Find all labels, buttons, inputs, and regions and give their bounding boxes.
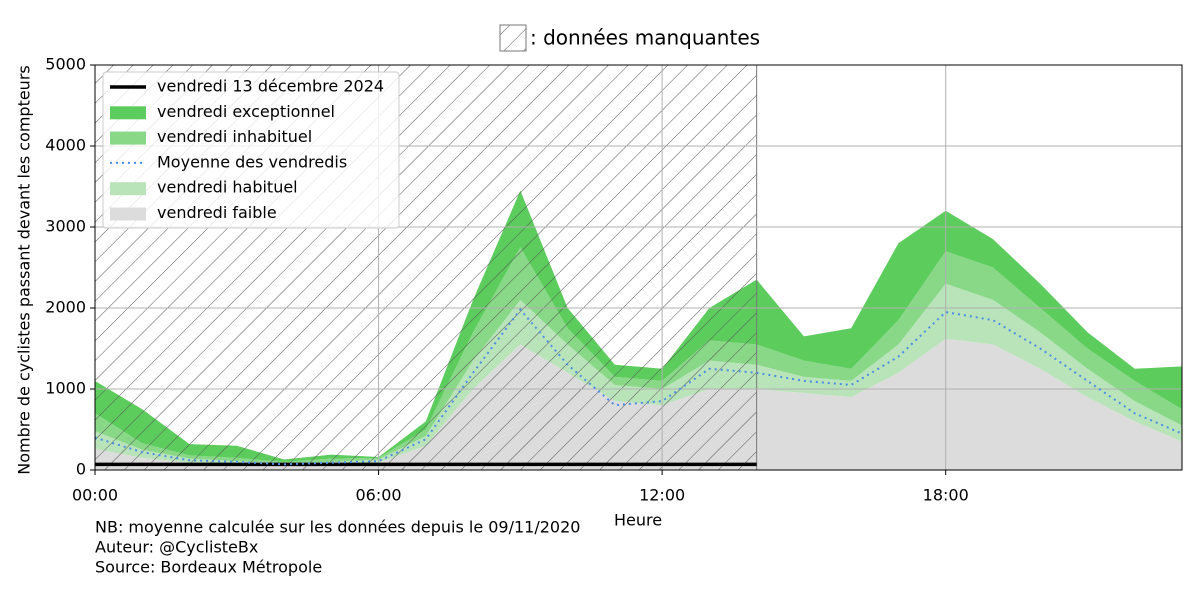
legend-box [102,71,400,229]
legend-label: vendredi habituel [157,178,298,197]
y-tick-label: 0 [76,460,86,479]
legend-label: vendredi exceptionnel [157,102,335,121]
y-tick-label: 2000 [45,298,86,317]
missing-legend-label: : données manquantes [530,26,760,50]
missing-legend-swatch [499,24,527,52]
y-axis-label: Nombre de cyclistes passant devant les c… [15,65,34,475]
x-tick-label: 12:00 [639,486,685,505]
y-tick-label: 4000 [45,136,86,155]
legend-swatch [110,106,146,120]
footnote: NB: moyenne calculée sur les données dep… [95,518,580,537]
x-axis-label: Heure [614,511,662,530]
legend-label: vendredi 13 décembre 2024 [157,77,384,96]
legend-swatch [110,182,146,196]
y-tick-label: 5000 [45,55,86,74]
series-layer [95,65,1182,470]
footnote: Source: Bordeaux Métropole [95,558,322,577]
footnote: Auteur: @CyclisteBx [95,538,258,557]
x-tick-label: 18:00 [923,486,969,505]
y-tick-label: 3000 [45,217,86,236]
x-tick-label: 00:00 [72,486,118,505]
x-tick-label: 06:00 [356,486,402,505]
area [95,190,1182,462]
legend-label: vendredi inhabituel [157,127,312,146]
legend-label: vendredi faible [157,203,277,222]
legend-swatch [110,207,146,221]
legend-swatch [110,131,146,145]
y-tick-label: 1000 [45,379,86,398]
legend-label: Moyenne des vendredis [157,152,347,171]
plot-frame [94,64,1183,471]
